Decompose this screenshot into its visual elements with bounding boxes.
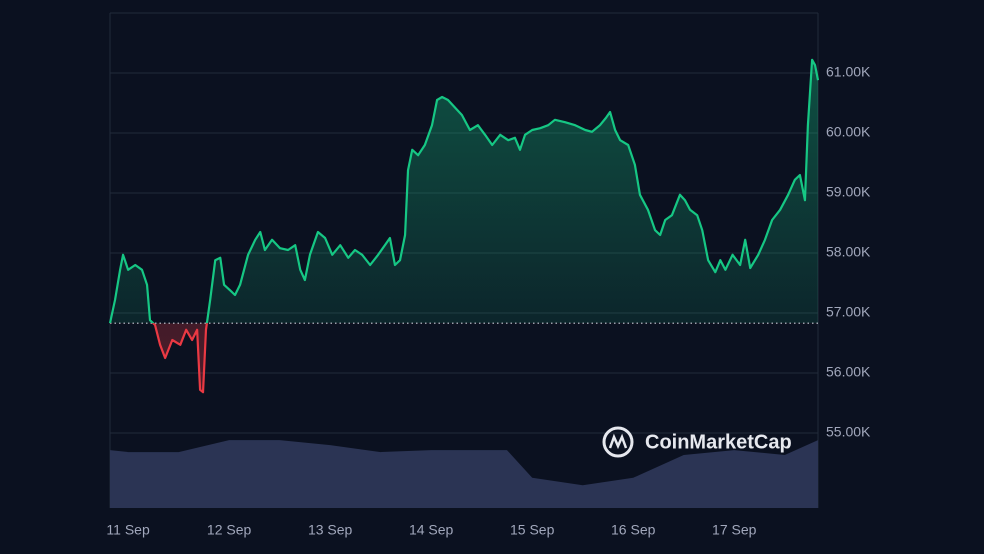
logo xyxy=(602,426,634,458)
y-tick-label: 56.00K xyxy=(826,364,871,380)
volume-area xyxy=(110,440,818,508)
logo-mark xyxy=(608,433,628,450)
y-tick-label: 57.00K xyxy=(826,304,871,320)
x-tick-label: 16 Sep xyxy=(611,522,656,538)
watermark: CoinMarketCap xyxy=(645,431,792,453)
x-tick-label: 15 Sep xyxy=(510,522,555,538)
y-tick-label: 55.00K xyxy=(826,424,871,440)
area-up xyxy=(110,59,818,324)
x-tick-label: 14 Sep xyxy=(409,522,454,538)
x-tick-label: 11 Sep xyxy=(106,522,150,538)
y-tick-label: 59.00K xyxy=(826,184,871,200)
y-tick-label: 60.00K xyxy=(826,124,871,140)
y-tick-label: 58.00K xyxy=(826,244,871,260)
price-line-up xyxy=(108,58,820,324)
x-tick-label: 12 Sep xyxy=(207,522,252,538)
area-down xyxy=(153,323,207,393)
x-tick-label: 13 Sep xyxy=(308,522,353,538)
y-tick-label: 61.00K xyxy=(826,64,871,80)
x-tick-label: 17 Sep xyxy=(712,522,757,538)
watermark-group: CoinMarketCap xyxy=(602,426,792,458)
